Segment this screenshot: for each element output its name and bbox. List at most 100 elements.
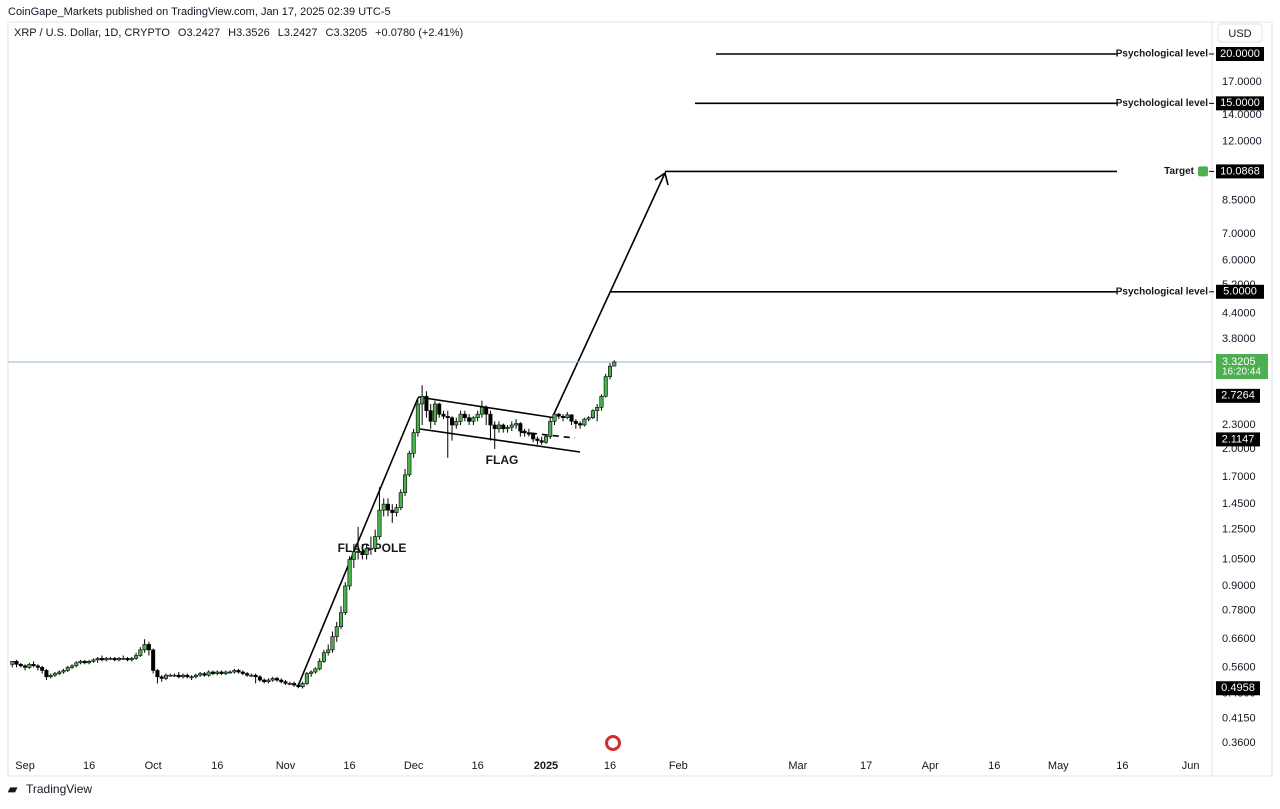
candle-body — [18, 664, 23, 667]
legend-key: C — [326, 27, 334, 39]
countdown: 16:20:44 — [1222, 367, 1261, 378]
candle-body — [612, 361, 617, 367]
legend-value: 3.2427 — [186, 27, 220, 39]
y-tick-label: 4.4000 — [1222, 308, 1256, 320]
y-tick-label: 8.5000 — [1222, 195, 1256, 207]
candle-body — [590, 410, 595, 419]
candle-body — [501, 424, 506, 430]
candle-body — [57, 671, 62, 674]
x-tick-label: 17 — [860, 760, 872, 772]
candle-body — [14, 661, 19, 665]
candle-body — [330, 636, 335, 651]
candle-body — [35, 665, 40, 668]
currency[interactable]: USD — [1228, 28, 1251, 40]
candle-body — [364, 548, 369, 555]
x-tick-label: 16 — [604, 760, 616, 772]
y-tick-label: 3.8000 — [1222, 333, 1256, 345]
candle-body — [343, 585, 348, 614]
candle-body — [462, 413, 467, 419]
legend-value: 3.3205 — [333, 27, 367, 39]
candle-body — [185, 674, 190, 678]
candle-body — [52, 673, 57, 676]
y-tick-label: 7.0000 — [1222, 228, 1256, 240]
candle-body — [582, 418, 587, 426]
candle-body — [411, 432, 416, 454]
candle-body — [556, 413, 561, 417]
x-tick-label: May — [1048, 760, 1069, 772]
candle-body — [74, 662, 79, 667]
candle-body — [249, 674, 254, 677]
candle-body — [151, 649, 156, 671]
candle-body — [539, 440, 544, 443]
candle-body — [168, 674, 173, 677]
price-box — [1216, 164, 1264, 179]
price-box — [1216, 681, 1260, 696]
candle-body — [360, 551, 365, 555]
candle-body — [526, 432, 531, 435]
level-label: Psychological level — [1116, 286, 1208, 297]
candle-body — [266, 679, 271, 683]
candle-body — [561, 415, 566, 419]
candle-body — [27, 664, 32, 668]
candle-body — [578, 423, 583, 426]
candle-body — [219, 671, 224, 674]
price-box-label: 2.7264 — [1221, 390, 1255, 402]
candle-body — [172, 674, 177, 677]
candle-body — [99, 658, 104, 661]
candle-body — [210, 671, 215, 674]
candle-body — [279, 679, 284, 683]
candle-body — [607, 365, 612, 377]
candle-body — [424, 395, 429, 412]
candle-body — [87, 661, 92, 664]
candle-body — [403, 474, 408, 494]
candle-body — [398, 492, 403, 509]
candle-body — [552, 413, 557, 422]
y-tick-label: 1.7000 — [1222, 471, 1256, 483]
candle-body — [548, 421, 553, 437]
candle-body — [454, 421, 459, 426]
candle-body — [522, 430, 527, 433]
candle-body — [467, 417, 472, 422]
candle-body — [292, 683, 297, 686]
candle-body — [253, 674, 258, 678]
candle-body — [112, 658, 117, 661]
candle-body — [458, 413, 463, 422]
candle-body — [479, 407, 484, 415]
x-tick-label: Oct — [145, 760, 162, 772]
candle-body — [535, 438, 540, 441]
candle-body — [484, 407, 489, 415]
candle-body — [407, 453, 412, 476]
candle-body — [155, 670, 160, 678]
candle-body — [48, 674, 53, 678]
candle-body — [394, 507, 399, 513]
y-tick-label: 0.7800 — [1222, 604, 1256, 616]
published-note: CoinGape_Markets published on TradingVie… — [8, 6, 391, 18]
candle-body — [309, 671, 314, 674]
candle-body — [603, 376, 608, 397]
brand: TradingView — [26, 782, 92, 796]
candle-body — [206, 671, 211, 676]
price-box-label: 0.4958 — [1221, 682, 1255, 694]
candle-body — [450, 417, 455, 426]
currency-box[interactable] — [1217, 23, 1263, 43]
y-tick-label: 12.0000 — [1222, 136, 1262, 148]
candle-body — [176, 674, 181, 678]
candle-body — [23, 665, 28, 668]
y-tick-label: 0.5600 — [1222, 661, 1256, 673]
legend-change: +0.0780 (+2.41%) — [375, 27, 463, 39]
event-icon-inner[interactable] — [608, 738, 618, 748]
candle-body — [543, 436, 548, 443]
candle-body — [599, 395, 604, 408]
candle-body — [117, 658, 122, 661]
x-tick-label: 16 — [83, 760, 95, 772]
chart-frame — [7, 21, 1273, 777]
last-price-label: 3.3205 — [1222, 356, 1256, 368]
candle-body — [198, 673, 203, 676]
candle-body — [296, 684, 301, 688]
x-tick-label: Feb — [669, 760, 688, 772]
price-box — [1216, 46, 1264, 61]
candle-body — [390, 509, 395, 513]
x-tick-label: 16 — [472, 760, 484, 772]
y-tick-label: 0.4150 — [1222, 713, 1256, 725]
y-tick-label: 17.0000 — [1222, 76, 1262, 88]
